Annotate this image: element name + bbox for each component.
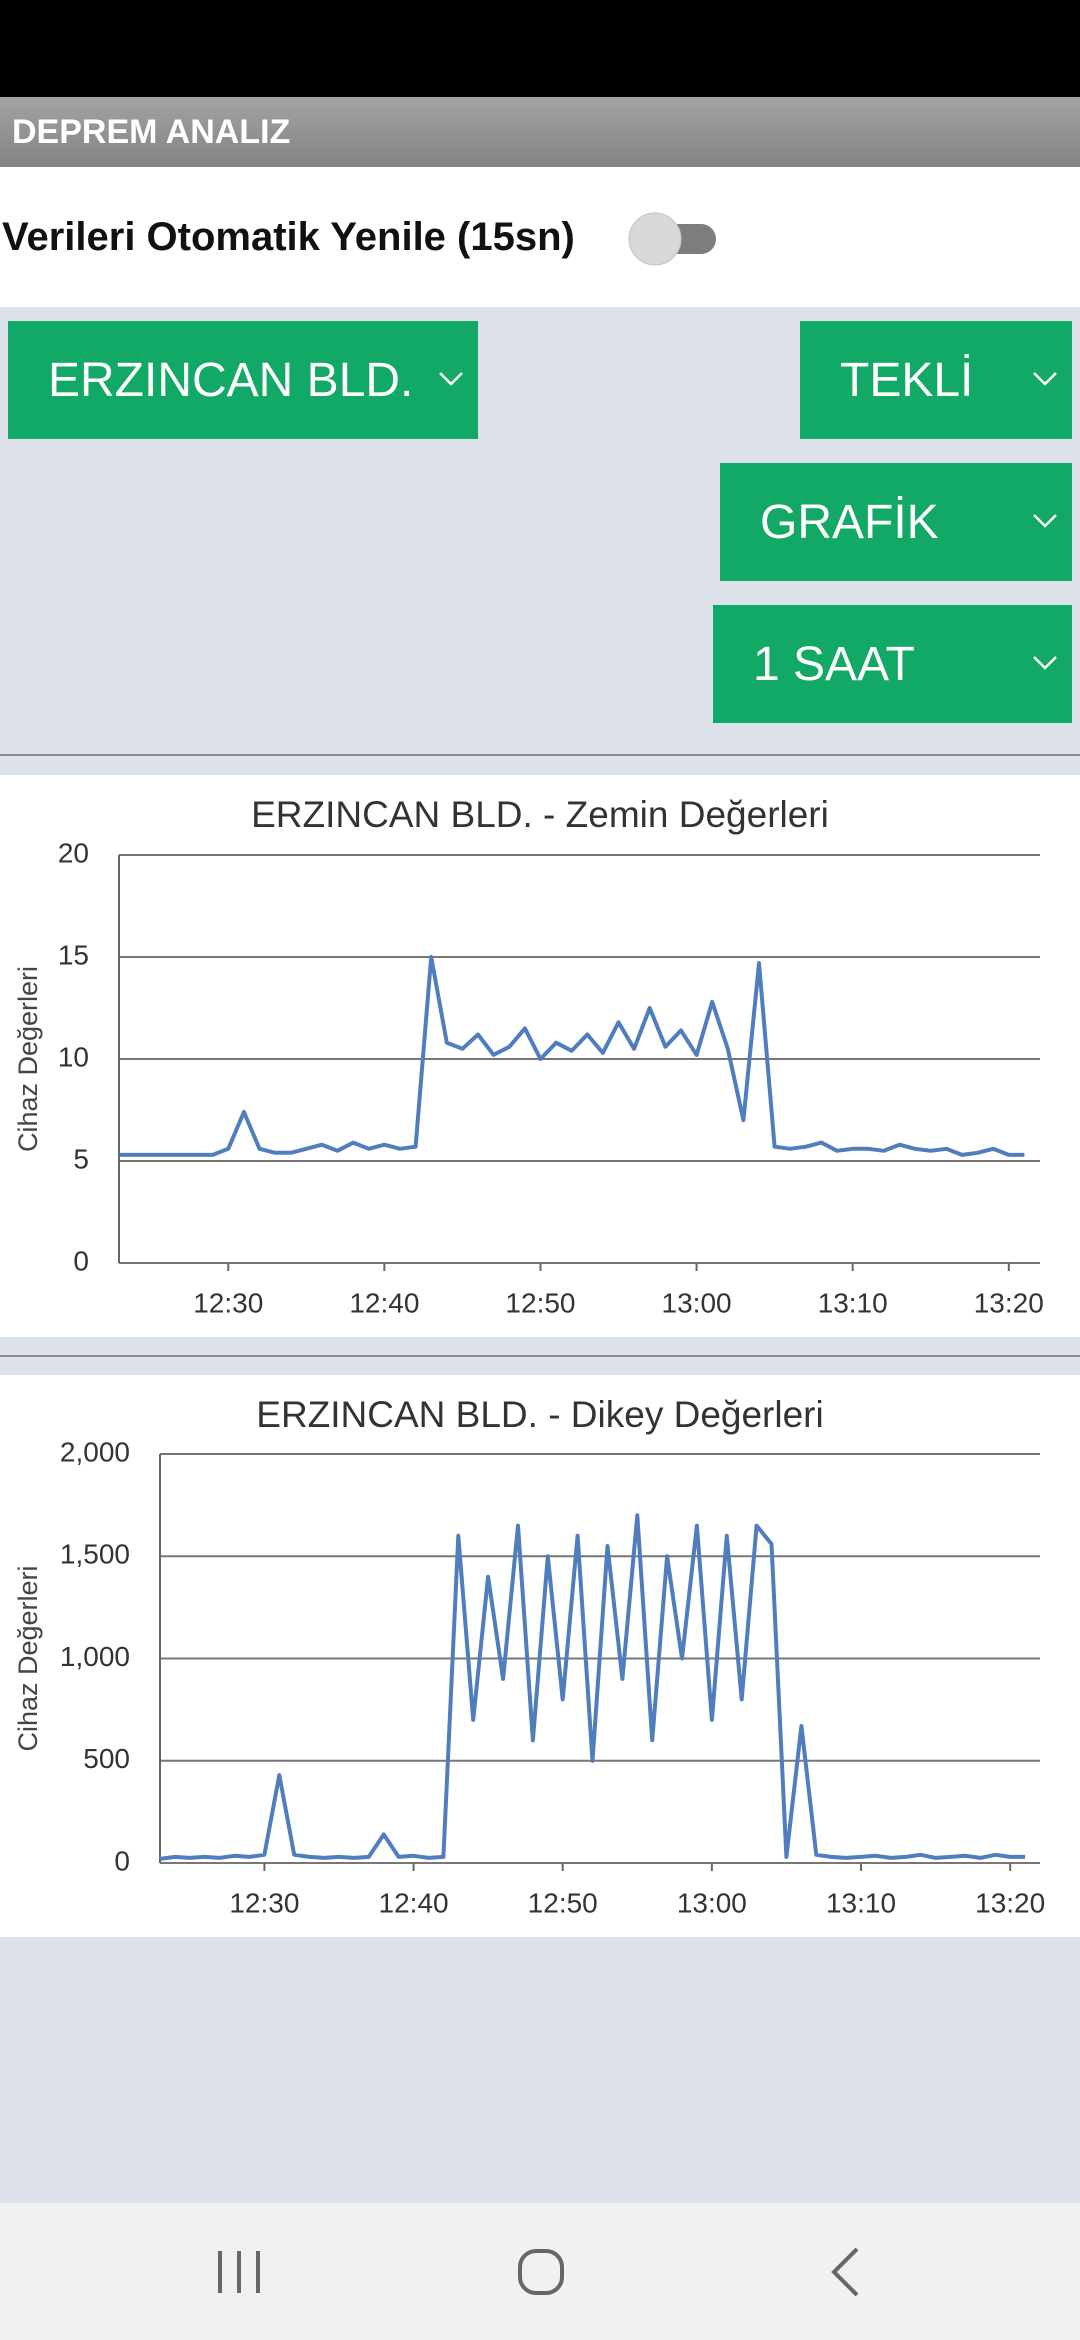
app-title: DEPREM ANALIZ xyxy=(12,113,291,151)
x-tick-label: 13:00 xyxy=(662,1287,732,1318)
x-tick-label: 13:20 xyxy=(974,1287,1044,1318)
dropdown-label: TEKLİ xyxy=(840,354,974,407)
y-tick-label: 2,000 xyxy=(60,1436,130,1467)
y-tick-label: 20 xyxy=(58,837,89,868)
x-tick-label: 12:50 xyxy=(528,1887,598,1918)
y-tick-label: 0 xyxy=(114,1845,130,1876)
view-dropdown[interactable]: GRAFİK xyxy=(720,463,1072,581)
dropdown-label: 1 SAAT xyxy=(753,638,915,691)
data-line xyxy=(159,1513,1026,1861)
x-tick-label: 12:50 xyxy=(505,1287,575,1318)
chevron xyxy=(439,372,463,386)
status-bar xyxy=(0,0,1080,97)
chart-panel: ERZINCAN BLD. - Dikey Değerleri Cihaz Değ… xyxy=(0,1375,1080,1937)
x-tick-label: 13:00 xyxy=(677,1887,747,1918)
y-tick-label: 5 xyxy=(73,1143,89,1174)
y-tick-label: 1,500 xyxy=(60,1539,130,1570)
x-tick-label: 13:10 xyxy=(826,1887,896,1918)
chart-title: ERZINCAN BLD. - Zemin Değerleri xyxy=(251,794,829,835)
y-tick-label: 0 xyxy=(73,1245,89,1276)
refresh-row: Verileri Otomatik Yenile (15sn) xyxy=(0,167,1080,307)
data-line xyxy=(119,955,1025,1157)
toggle-switch[interactable] xyxy=(628,210,720,266)
divider xyxy=(0,754,1080,756)
x-tick-label: 12:30 xyxy=(193,1287,263,1318)
range-dropdown[interactable]: 1 SAAT xyxy=(713,605,1072,723)
chevron xyxy=(1033,514,1057,528)
y-tick-label: 15 xyxy=(58,939,89,970)
chevron xyxy=(1033,656,1057,670)
home-button[interactable] xyxy=(518,2249,564,2295)
back-button[interactable] xyxy=(831,2247,859,2297)
x-tick-label: 12:40 xyxy=(349,1287,419,1318)
y-tick-label: 1,000 xyxy=(60,1641,130,1672)
station-dropdown[interactable]: ERZINCAN BLD. xyxy=(8,321,478,439)
refresh-label: Verileri Otomatik Yenile (15sn) xyxy=(2,215,575,259)
x-tick-label: 13:10 xyxy=(818,1287,888,1318)
chevron xyxy=(1033,372,1057,386)
x-tick-label: 12:40 xyxy=(379,1887,449,1918)
dropdown-label: ERZINCAN BLD. xyxy=(48,354,414,407)
y-axis-label: Cihaz Değerleri xyxy=(13,966,43,1152)
x-tick-label: 13:20 xyxy=(975,1887,1045,1918)
chart-panel: ERZINCAN BLD. - Zemin Değerleri Cihaz Değ… xyxy=(0,775,1080,1337)
mode-dropdown[interactable]: TEKLİ xyxy=(800,321,1072,439)
dropdown-label: GRAFİK xyxy=(760,496,939,549)
nav-bar xyxy=(0,2203,1080,2340)
app-bar: DEPREM ANALIZ xyxy=(0,97,1080,167)
y-tick-label: 500 xyxy=(83,1743,130,1774)
recents-button[interactable] xyxy=(218,2251,260,2293)
x-tick-label: 12:30 xyxy=(229,1887,299,1918)
divider xyxy=(0,1355,1080,1357)
y-axis-label: Cihaz Değerleri xyxy=(13,1565,43,1751)
y-tick-label: 10 xyxy=(58,1041,89,1072)
chart-title: ERZINCAN BLD. - Dikey Değerleri xyxy=(256,1394,823,1435)
